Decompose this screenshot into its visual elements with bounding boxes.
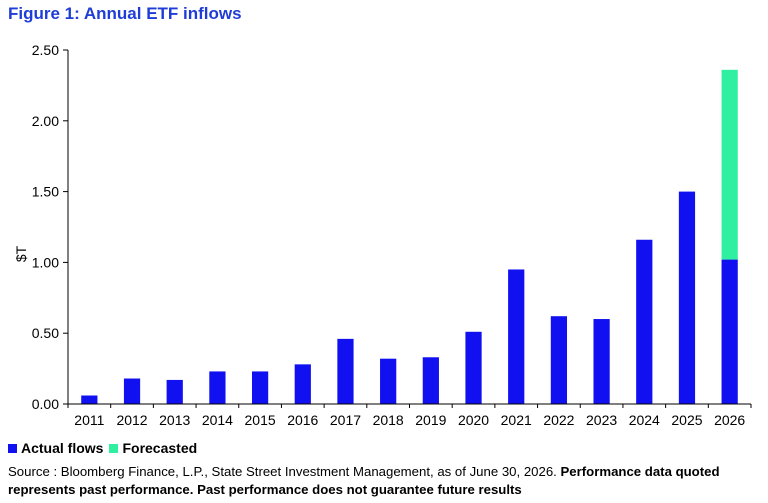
bar-actual (422, 357, 439, 404)
legend-label-forecast: Forecasted (122, 440, 198, 456)
bar-actual (81, 395, 98, 404)
bar-actual (636, 239, 653, 404)
y-tick-label: 2.00 (32, 113, 59, 129)
x-tick-label: 2016 (287, 412, 318, 428)
x-tick-label: 2019 (415, 412, 446, 428)
bars (81, 69, 738, 404)
bar-actual (209, 371, 226, 404)
x-tick-label: 2014 (202, 412, 233, 428)
source-text: Source : Bloomberg Finance, L.P., State … (8, 464, 561, 479)
x-tick-label: 2026 (714, 412, 745, 428)
source-note: Source : Bloomberg Finance, L.P., State … (8, 463, 764, 499)
x-tick-label: 2011 (74, 412, 104, 428)
y-tick-label: 1.00 (32, 254, 59, 270)
bar-actual (465, 331, 482, 404)
disclaimer-text: Performance data quoted represents past … (8, 464, 720, 497)
x-axis: 2011 2012 2013 2014 2015 2016 2017 2018 2019 2020… (67, 403, 752, 428)
bar-actual (123, 378, 141, 404)
bar-actual (337, 338, 354, 404)
x-tick-label: 2021 (501, 412, 532, 428)
legend-label-actual: Actual flows (21, 440, 104, 456)
bar-chart: 0.000.501.001.502.002.50 2011 2012 2013 201… (13, 42, 752, 428)
x-tick-label: 2024 (629, 412, 660, 428)
x-tick-label: 2025 (671, 412, 702, 428)
legend-swatch-forecast (109, 443, 119, 453)
bar-forecast (721, 69, 738, 260)
x-tick-label: 2022 (543, 412, 574, 428)
x-tick-label: 2020 (458, 412, 489, 428)
legend-swatch-actual (8, 443, 17, 453)
bar-actual (251, 371, 269, 404)
x-tick-label: 2013 (159, 412, 190, 428)
bar-actual (550, 316, 568, 404)
y-axis-title: $T (13, 245, 29, 262)
bar-actual (721, 259, 738, 404)
bar-actual (508, 269, 525, 404)
y-tick-label: 0.50 (32, 325, 59, 341)
legend-item-actual: Actual flows (8, 440, 103, 456)
x-tick-label: 2018 (373, 412, 404, 428)
x-tick-label: 2023 (586, 412, 617, 428)
legend-item-forecast: Forecasted (109, 440, 197, 456)
bar-actual (380, 358, 397, 404)
x-tick-label: 2017 (330, 412, 361, 428)
y-axis: 0.00 0.50 1.00 1.50 2.00 2.50 (32, 42, 69, 412)
x-tick-label: 2012 (116, 412, 147, 428)
bar-actual (593, 319, 610, 404)
bar-actual (294, 364, 311, 404)
bar-actual (166, 379, 183, 404)
bar-actual (678, 191, 696, 404)
y-tick-label: 0.00 (32, 396, 59, 412)
chart-title: Figure 1: Annual ETF inflows (8, 4, 242, 23)
y-tick-label: 2.50 (32, 42, 59, 58)
legend: Actual flows Forecasted (8, 440, 203, 456)
x-tick-label: 2015 (245, 412, 276, 428)
y-tick-label: 1.50 (32, 184, 59, 200)
